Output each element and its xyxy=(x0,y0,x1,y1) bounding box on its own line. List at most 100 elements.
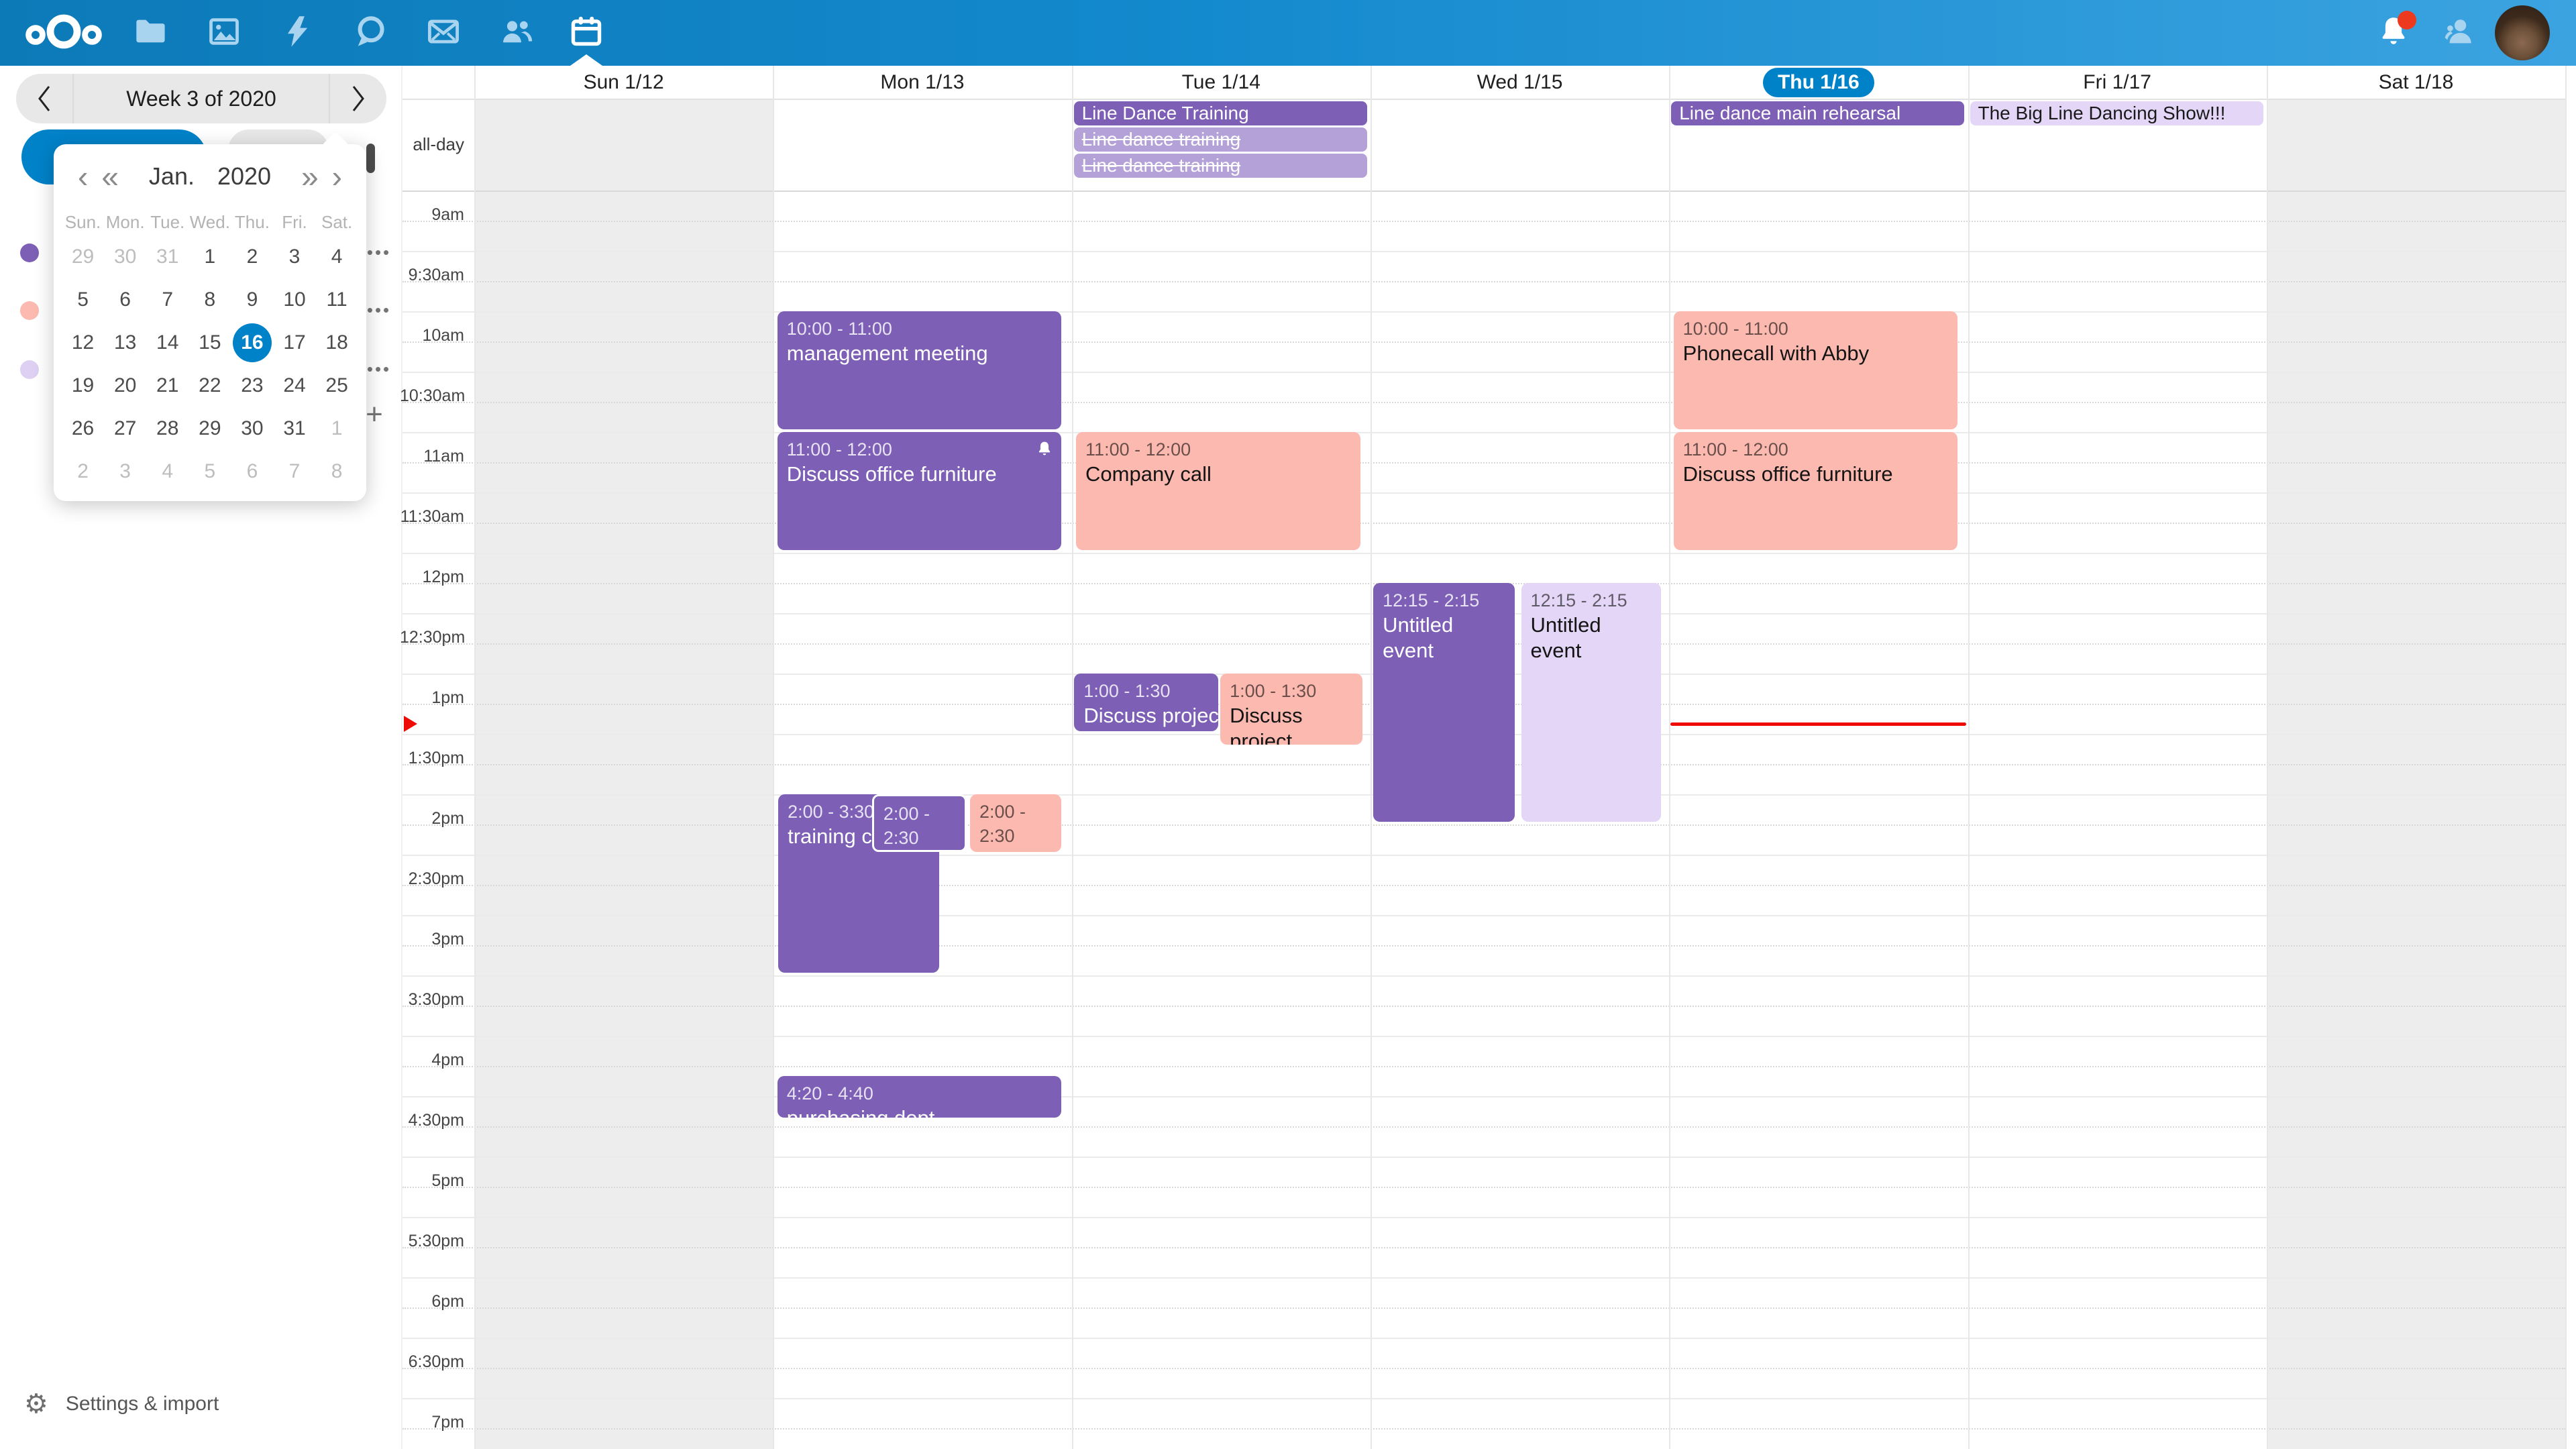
app-calendar[interactable] xyxy=(553,0,620,66)
date-cell[interactable]: 24 xyxy=(283,374,306,396)
all-day-event[interactable]: Line dance main rehearsal xyxy=(1671,101,1965,125)
date-cell[interactable]: 17 xyxy=(283,331,306,354)
date-cell[interactable]: 20 xyxy=(113,374,137,396)
next-year-button[interactable]: » xyxy=(294,161,325,192)
day-header[interactable]: Tue 1/14 xyxy=(1072,66,1371,99)
contacts-menu-button[interactable] xyxy=(2425,0,2492,66)
date-cell[interactable]: 6 xyxy=(246,460,258,482)
app-contacts[interactable] xyxy=(483,0,550,66)
day-header[interactable]: Wed 1/15 xyxy=(1371,66,1669,99)
calendar-color-dot[interactable] xyxy=(20,360,39,379)
date-cell[interactable]: 30 xyxy=(241,417,264,439)
date-cell[interactable]: 5 xyxy=(77,288,89,311)
avatar[interactable] xyxy=(2495,5,2550,60)
date-cell[interactable]: 27 xyxy=(113,417,137,439)
event[interactable]: 11:00 - 12:00 Company call xyxy=(1076,432,1360,550)
people-icon xyxy=(499,14,534,52)
date-cell[interactable]: 23 xyxy=(241,374,264,396)
previous-year-button[interactable]: « xyxy=(95,161,125,192)
event[interactable]: 2:00 - 2:30 check-in xyxy=(969,794,1062,852)
event[interactable]: 1:00 - 1:30 Discuss project announcement xyxy=(1074,674,1218,731)
event[interactable]: 4:20 - 4:40 purchasing dept conversation xyxy=(777,1076,1062,1118)
date-cell[interactable]: 1 xyxy=(204,246,216,268)
all-day-event[interactable]: Line Dance Training xyxy=(1073,101,1367,125)
date-cell[interactable]: 18 xyxy=(325,331,348,354)
date-cell[interactable]: 7 xyxy=(288,460,301,482)
calendar-color-dot[interactable] xyxy=(20,244,39,262)
event[interactable]: 1:00 - 1:30 Discuss project announcement xyxy=(1220,674,1363,745)
week-label[interactable]: Week 3 of 2020 xyxy=(72,74,330,123)
date-cell[interactable]: 13 xyxy=(113,331,137,354)
date-cell[interactable]: 31 xyxy=(283,417,306,439)
date-cell[interactable]: 30 xyxy=(113,246,137,268)
date-cell[interactable]: 4 xyxy=(162,460,174,482)
day-header[interactable]: Sun 1/12 xyxy=(474,66,773,99)
date-cell[interactable]: 6 xyxy=(119,288,131,311)
date-cell[interactable]: 29 xyxy=(71,246,95,268)
day-header[interactable]: Mon 1/13 xyxy=(773,66,1071,99)
date-cell[interactable]: 2 xyxy=(77,460,89,482)
calendar-color-dot[interactable] xyxy=(20,301,39,320)
date-cell[interactable]: 29 xyxy=(199,417,221,439)
date-cell[interactable]: 5 xyxy=(204,460,216,482)
date-cell[interactable]: 16 xyxy=(231,321,273,364)
event[interactable]: 2:00 - 2:30 check-in xyxy=(871,794,967,852)
date-cell[interactable]: 3 xyxy=(119,460,131,482)
scrollbar-thumb[interactable] xyxy=(366,144,375,173)
add-calendar-button[interactable]: + xyxy=(366,398,383,431)
event[interactable]: 12:15 - 2:15 Untitled event xyxy=(1521,583,1662,822)
date-cell[interactable]: 4 xyxy=(331,246,343,268)
event[interactable]: 10:00 - 11:00 management meeting xyxy=(777,311,1062,429)
next-month-button[interactable]: › xyxy=(325,161,349,192)
date-cell[interactable]: 8 xyxy=(331,460,343,482)
next-week-button[interactable] xyxy=(330,74,386,123)
date-cell[interactable]: 1 xyxy=(331,417,343,439)
date-cell[interactable]: 26 xyxy=(71,417,95,439)
reminder-bell-icon xyxy=(1036,440,1053,461)
calendar-more-menu[interactable]: ••• xyxy=(366,359,392,379)
quarter-hour-line xyxy=(402,281,2566,282)
datepicker-year[interactable]: 2020 xyxy=(217,162,272,190)
date-cell[interactable]: 9 xyxy=(246,288,258,311)
datepicker-month[interactable]: Jan. xyxy=(148,162,195,190)
app-talk[interactable] xyxy=(337,0,404,66)
all-day-event[interactable]: The Big Line Dancing Show!!! xyxy=(1970,101,2263,125)
app-mail[interactable] xyxy=(410,0,477,66)
date-cell[interactable]: 11 xyxy=(326,288,347,311)
date-cell[interactable]: 14 xyxy=(156,331,179,354)
column-border xyxy=(1071,66,1073,1449)
all-day-event[interactable]: Line dance training xyxy=(1073,154,1367,178)
weekend-shading xyxy=(2266,99,2566,1449)
date-cell[interactable]: 7 xyxy=(162,288,174,311)
nextcloud-logo[interactable] xyxy=(13,0,114,66)
day-header[interactable]: Fri 1/17 xyxy=(1968,66,2267,99)
date-cell[interactable]: 3 xyxy=(288,246,301,268)
previous-week-button[interactable] xyxy=(16,74,72,123)
date-cell[interactable]: 22 xyxy=(199,374,221,396)
date-cell[interactable]: 21 xyxy=(156,374,179,396)
event[interactable]: 12:15 - 2:15 Untitled event xyxy=(1373,583,1515,822)
date-cell[interactable]: 19 xyxy=(71,374,95,396)
date-cell[interactable]: 25 xyxy=(325,374,348,396)
app-activity[interactable] xyxy=(264,0,331,66)
app-photos[interactable] xyxy=(191,0,258,66)
app-files[interactable] xyxy=(117,0,184,66)
date-cell[interactable]: 28 xyxy=(156,417,179,439)
previous-month-button[interactable]: ‹ xyxy=(71,161,95,192)
calendar-more-menu[interactable]: ••• xyxy=(366,300,392,320)
date-cell[interactable]: 2 xyxy=(246,246,258,268)
day-header-today[interactable]: Thu 1/16 xyxy=(1669,66,1968,99)
calendar-more-menu[interactable]: ••• xyxy=(366,242,392,262)
event[interactable]: 10:00 - 11:00 Phonecall with Abby xyxy=(1673,311,1958,429)
day-header[interactable]: Sat 1/18 xyxy=(2267,66,2565,99)
date-cell[interactable]: 31 xyxy=(156,246,179,268)
notifications-button[interactable] xyxy=(2360,0,2427,66)
event[interactable]: 11:00 - 12:00 Discuss office furniture xyxy=(777,432,1062,550)
date-cell[interactable]: 15 xyxy=(199,331,221,354)
date-cell[interactable]: 10 xyxy=(283,288,306,311)
date-cell[interactable]: 8 xyxy=(204,288,216,311)
event[interactable]: 11:00 - 12:00 Discuss office furniture xyxy=(1673,432,1958,550)
date-cell[interactable]: 12 xyxy=(71,331,95,354)
settings-button[interactable]: ⚙ Settings & import xyxy=(24,1391,219,1417)
all-day-event[interactable]: Line dance training xyxy=(1073,127,1367,152)
